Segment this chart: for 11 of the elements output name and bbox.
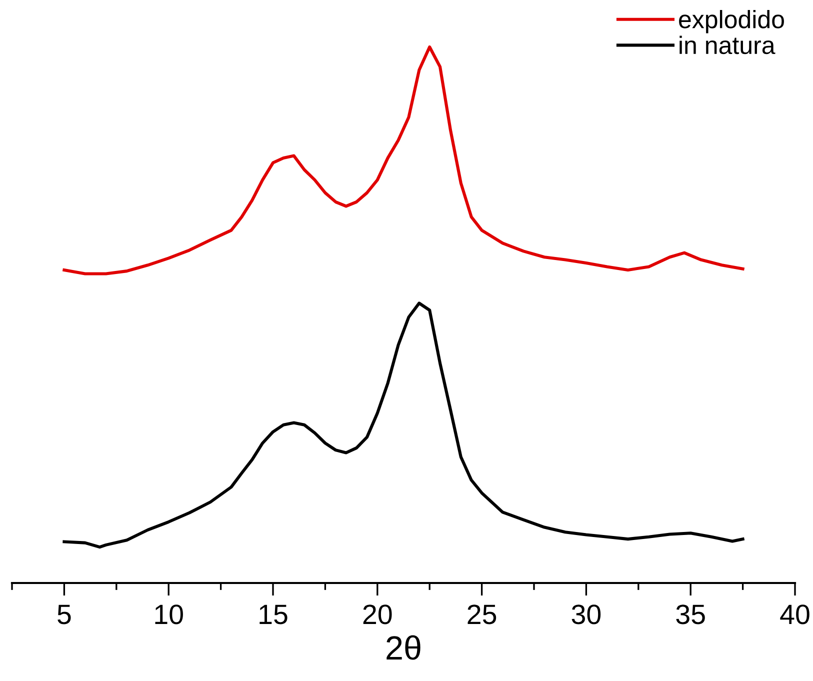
- x-tick-label: 20: [363, 604, 392, 624]
- x-tick-label: 15: [260, 604, 288, 624]
- legend-label: in natura: [680, 36, 776, 54]
- x-tick-label: 10: [155, 604, 183, 624]
- x-tick-label: 40: [780, 604, 810, 624]
- x-tick-label: 30: [572, 604, 601, 624]
- legend-label: explodido: [679, 10, 784, 34]
- x-tick-label: 5: [58, 604, 71, 624]
- x-tick-label: 35: [676, 604, 705, 624]
- x-tick-label: 25: [468, 604, 496, 624]
- x-axis-title: 2θ: [386, 635, 420, 660]
